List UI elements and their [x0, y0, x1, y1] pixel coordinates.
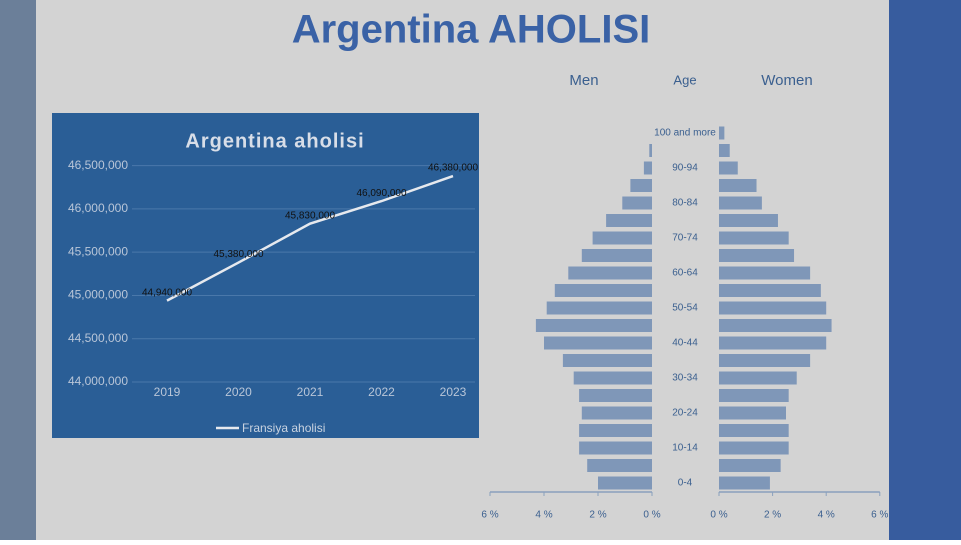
bar-women: [719, 459, 781, 472]
bar-women: [719, 126, 725, 140]
x-tick-label: 0 %: [643, 510, 660, 521]
bar-men: [622, 196, 652, 210]
age-label: 70-74: [672, 233, 698, 244]
bar-men: [579, 424, 652, 437]
y-tick-label: 45,500,000: [68, 244, 128, 258]
y-tick-label: 46,500,000: [68, 158, 128, 172]
bar-men: [546, 301, 652, 315]
age-label: Age: [673, 72, 696, 87]
x-tick-label: 2020: [225, 385, 252, 399]
age-label: 40-44: [672, 338, 698, 349]
series-line: [166, 174, 454, 302]
bar-women: [719, 389, 789, 402]
bar-women: [719, 319, 832, 332]
bar-women: [719, 441, 789, 455]
data-label: 44,940,000: [142, 287, 192, 298]
x-tick-label: 2021: [297, 385, 324, 399]
age-label: 0-4: [678, 478, 693, 489]
bar-men: [573, 371, 652, 385]
bar-men: [554, 284, 652, 297]
age-label: 20-24: [672, 408, 698, 419]
legend-men: Men: [569, 72, 598, 89]
legend-women: Women: [761, 72, 812, 89]
x-tick-label: 4 %: [535, 510, 552, 521]
age-label: 90-94: [672, 163, 698, 174]
age-label: 10-14: [672, 443, 698, 454]
bar-women: [719, 161, 738, 175]
bar-men: [579, 389, 652, 402]
x-tick-label: 2022: [368, 385, 395, 399]
line-chart-panel: [52, 113, 479, 438]
slide-title: Argentina AHOLISI: [292, 8, 651, 52]
x-tick-label: 2 %: [764, 510, 781, 521]
bar-men: [598, 476, 652, 490]
data-label: 45,830,000: [285, 210, 335, 221]
bar-women: [719, 476, 770, 490]
bar-men: [606, 214, 652, 227]
bar-men: [562, 354, 652, 367]
x-tick-label: 6 %: [871, 510, 888, 521]
bar-women: [719, 249, 795, 262]
x-tick-label: 0 %: [710, 510, 727, 521]
bar-women: [719, 371, 797, 385]
bar-men: [568, 266, 652, 280]
x-tick-label: 2023: [440, 385, 467, 399]
bar-men: [581, 249, 652, 262]
bar-women: [719, 144, 730, 157]
bar-women: [719, 301, 827, 315]
bar-men: [587, 459, 652, 472]
age-label: 50-54: [672, 303, 698, 314]
bar-women: [719, 231, 789, 245]
x-tick-label: 2 %: [589, 510, 606, 521]
bar-men: [581, 406, 652, 420]
bar-women: [719, 284, 821, 297]
age-label: 60-64: [672, 268, 698, 279]
age-label: 80-84: [672, 198, 698, 209]
bar-men: [649, 144, 652, 157]
bar-women: [719, 214, 778, 227]
x-tick-label: 4 %: [818, 510, 835, 521]
bar-women: [719, 424, 789, 437]
bar-men: [592, 231, 652, 245]
x-tick-label: 6 %: [481, 510, 498, 521]
line-chart-title: Argentina aholisi: [185, 130, 364, 152]
bar-men: [630, 179, 652, 192]
y-tick-label: 44,500,000: [68, 331, 128, 345]
bar-women: [719, 179, 757, 192]
bar-women: [719, 354, 811, 367]
bar-men: [535, 319, 652, 332]
x-tick-label: 2019: [154, 385, 181, 399]
bar-women: [719, 266, 811, 280]
right-strip: [889, 0, 961, 540]
bar-women: [719, 336, 827, 350]
left-strip: [0, 0, 36, 540]
data-label: 46,380,000: [428, 163, 478, 174]
legend-label: Fransiya aholisi: [242, 421, 325, 435]
data-label: 45,380,000: [213, 249, 263, 260]
bar-women: [719, 406, 786, 420]
age-label: 100 and more: [654, 128, 716, 139]
bar-women: [719, 196, 762, 210]
bar-men: [643, 161, 652, 175]
age-label: 30-34: [672, 373, 698, 384]
bar-men: [544, 336, 652, 350]
y-tick-label: 46,000,000: [68, 201, 128, 215]
y-tick-label: 45,000,000: [68, 288, 128, 302]
bar-men: [579, 441, 652, 455]
y-tick-label: 44,000,000: [68, 374, 128, 388]
data-label: 46,090,000: [356, 188, 406, 199]
